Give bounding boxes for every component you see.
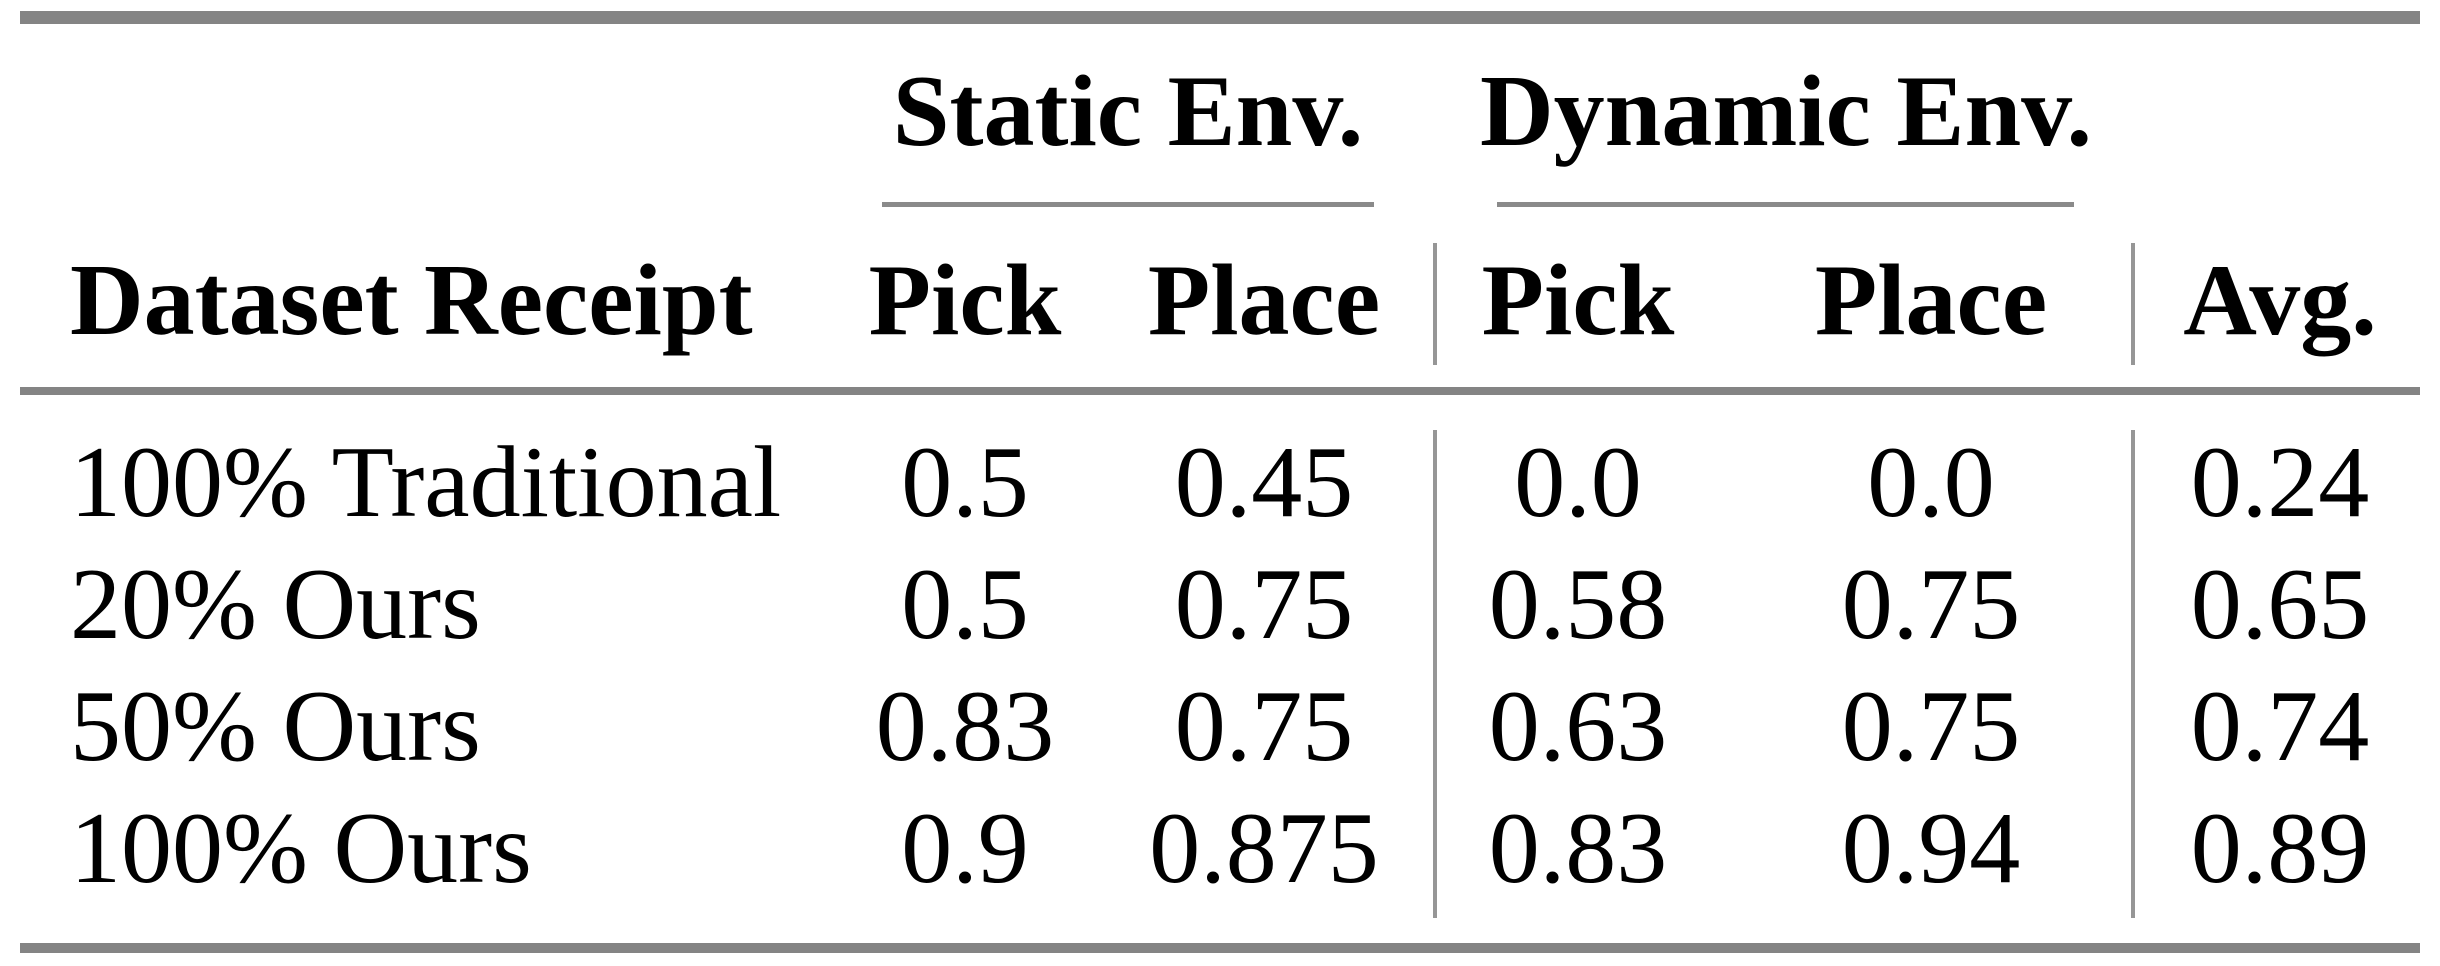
static-env-cmidrule <box>882 202 1374 207</box>
dynamic-place-value: 0.75 <box>1841 670 2021 783</box>
row-label: 50% Ours <box>70 670 481 783</box>
static-place-value: 0.75 <box>1174 670 1354 783</box>
avg-value: 0.24 <box>2190 426 2370 539</box>
column-header-dynamic-pick: Pick <box>1481 244 1675 357</box>
static-pick-value: 0.9 <box>901 792 1029 905</box>
group-header-dynamic-env: Dynamic Env. <box>1479 55 2093 168</box>
row-label: 100% Traditional <box>70 426 782 539</box>
table-mid-rule <box>20 387 2420 395</box>
dynamic-pick-value: 0.63 <box>1488 670 1668 783</box>
separator-dynamic-avg-header <box>2131 243 2135 365</box>
static-place-value: 0.75 <box>1174 548 1354 661</box>
row-label: 20% Ours <box>70 548 481 661</box>
separator-static-dynamic-header <box>1433 243 1437 365</box>
static-pick-value: 0.5 <box>901 426 1029 539</box>
avg-value: 0.65 <box>2190 548 2370 661</box>
column-header-dataset-receipt: Dataset Receipt <box>70 244 753 357</box>
dynamic-pick-value: 0.0 <box>1514 426 1642 539</box>
dynamic-place-value: 0.94 <box>1841 792 2021 905</box>
column-header-avg: Avg. <box>2183 244 2377 357</box>
table-bottom-rule <box>20 943 2420 953</box>
static-pick-value: 0.83 <box>875 670 1055 783</box>
row-label: 100% Ours <box>70 792 532 905</box>
static-place-value: 0.45 <box>1174 426 1354 539</box>
dynamic-pick-value: 0.83 <box>1488 792 1668 905</box>
separator-static-dynamic-body <box>1433 430 1437 918</box>
dynamic-env-cmidrule <box>1497 202 2074 207</box>
table-top-rule <box>20 11 2420 24</box>
column-header-dynamic-place: Place <box>1814 244 2048 357</box>
dynamic-place-value: 0.75 <box>1841 548 2021 661</box>
dynamic-pick-value: 0.58 <box>1488 548 1668 661</box>
column-header-static-place: Place <box>1147 244 1381 357</box>
group-header-static-env: Static Env. <box>892 55 1364 168</box>
column-header-static-pick: Pick <box>868 244 1062 357</box>
separator-dynamic-avg-body <box>2131 430 2135 918</box>
static-pick-value: 0.5 <box>901 548 1029 661</box>
static-place-value: 0.875 <box>1149 792 1379 905</box>
avg-value: 0.74 <box>2190 670 2370 783</box>
dynamic-place-value: 0.0 <box>1867 426 1995 539</box>
avg-value: 0.89 <box>2190 792 2370 905</box>
